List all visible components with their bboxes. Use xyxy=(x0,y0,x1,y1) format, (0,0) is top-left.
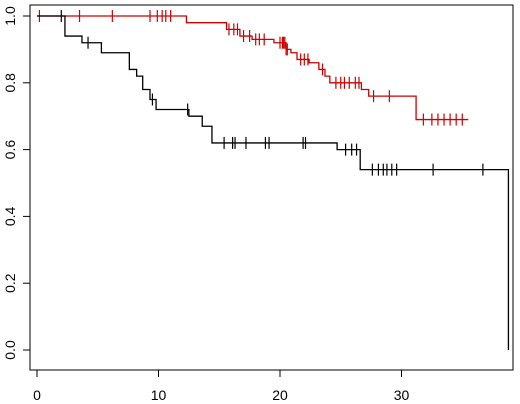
y-tick-label: 0.0 xyxy=(2,340,18,360)
survival-curves xyxy=(37,10,510,350)
y-tick-label: 0.6 xyxy=(2,140,18,160)
x-axis: 0 10 20 30 xyxy=(33,370,409,403)
y-tick-label: 1.0 xyxy=(2,6,18,26)
x-tick-label: 20 xyxy=(272,387,288,403)
x-tick-label: 30 xyxy=(394,387,410,403)
x-tick-label: 0 xyxy=(33,387,41,403)
y-tick-label: 0.2 xyxy=(2,273,18,293)
plot-frame xyxy=(29,4,514,371)
y-axis: 0.0 0.2 0.4 0.6 0.8 1.0 xyxy=(2,6,30,360)
y-tick-label: 0.8 xyxy=(2,73,18,93)
black-survival-curve xyxy=(37,15,510,350)
red-survival-curve xyxy=(37,15,469,121)
x-tick-label: 10 xyxy=(151,387,167,403)
y-tick-label: 0.4 xyxy=(2,206,18,226)
